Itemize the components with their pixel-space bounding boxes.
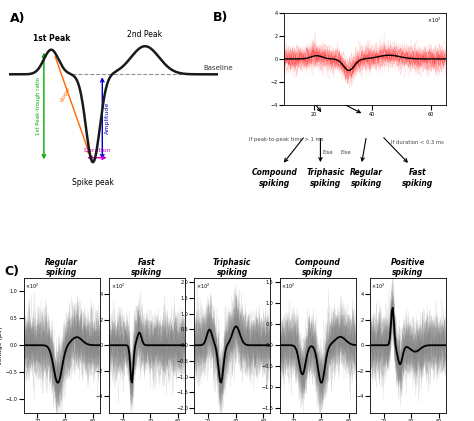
Text: If amplitude < 0: If amplitude < 0 bbox=[305, 52, 348, 57]
Text: C): C) bbox=[5, 265, 20, 278]
Text: Else: Else bbox=[374, 100, 385, 105]
Text: $\times10^2$: $\times10^2$ bbox=[281, 282, 295, 291]
Text: $\times10^2$: $\times10^2$ bbox=[196, 282, 210, 291]
Text: Baseline: Baseline bbox=[203, 65, 233, 71]
Text: B): B) bbox=[213, 11, 228, 24]
Text: 1st Peak-trough ratio: 1st Peak-trough ratio bbox=[36, 77, 41, 135]
Text: Else: Else bbox=[341, 150, 351, 155]
Text: $\times10^2$: $\times10^2$ bbox=[25, 282, 39, 291]
Text: $\times10^2$: $\times10^2$ bbox=[110, 282, 125, 291]
Text: Positive
spiking: Positive spiking bbox=[393, 73, 427, 92]
Title: Fast
spiking: Fast spiking bbox=[131, 258, 163, 277]
Title: Positive
spiking: Positive spiking bbox=[391, 258, 425, 277]
Text: Triphasic
spiking: Triphasic spiking bbox=[306, 168, 345, 188]
Text: If amplitude < 0: If amplitude < 0 bbox=[330, 37, 387, 43]
Text: Fast
spiking: Fast spiking bbox=[402, 168, 433, 188]
Text: If peak-to-peak time > 1 ms: If peak-to-peak time > 1 ms bbox=[249, 137, 323, 142]
Text: $\times10^2$: $\times10^2$ bbox=[371, 282, 385, 291]
Text: Else: Else bbox=[323, 150, 334, 155]
Text: Negative
spiking: Negative spiking bbox=[301, 73, 340, 92]
Text: Spike peak: Spike peak bbox=[72, 178, 114, 187]
Title: Compound
spiking: Compound spiking bbox=[295, 258, 340, 277]
Text: If duration < 0.3 ms: If duration < 0.3 ms bbox=[391, 140, 444, 145]
Text: slope: slope bbox=[60, 85, 72, 103]
Text: $\times10^2$: $\times10^2$ bbox=[427, 16, 441, 25]
Text: Regular
spiking: Regular spiking bbox=[350, 168, 383, 188]
Text: Duration: Duration bbox=[83, 148, 111, 152]
Text: 1st Peak-trough ratio > 0.1: 1st Peak-trough ratio > 0.1 bbox=[295, 95, 366, 100]
Text: Compound
spiking: Compound spiking bbox=[251, 168, 297, 188]
Text: 1st Peak: 1st Peak bbox=[33, 34, 70, 43]
Text: Amplitude: Amplitude bbox=[105, 102, 110, 134]
Title: Triphasic
spiking: Triphasic spiking bbox=[213, 258, 251, 277]
Text: Else: Else bbox=[384, 50, 395, 54]
Title: Regular
spiking: Regular spiking bbox=[45, 258, 78, 277]
Text: A): A) bbox=[9, 13, 25, 25]
Y-axis label: Voltage (µV): Voltage (µV) bbox=[0, 326, 3, 365]
Text: 2nd Peak: 2nd Peak bbox=[128, 30, 163, 39]
